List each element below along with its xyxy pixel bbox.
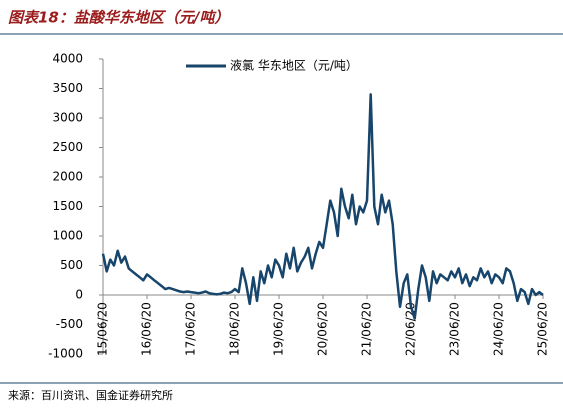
x-tick-label: 20/06/20: [316, 302, 330, 356]
y-tick-label: -500: [56, 317, 83, 331]
x-tick-label: 24/06/20: [492, 302, 506, 356]
x-tick-label: 18/06/20: [228, 302, 242, 356]
x-tick-label: 16/06/20: [140, 302, 154, 356]
x-tick-label: 15/06/20: [96, 302, 110, 356]
x-tick-label: 17/06/20: [184, 302, 198, 356]
x-tick-label: 23/06/20: [448, 302, 462, 356]
y-tick-label: 3500: [52, 81, 83, 95]
legend-label: 液氯 华东地区（元/吨）: [230, 58, 358, 73]
y-tick-label: 1500: [52, 199, 83, 213]
x-tick-label: 19/06/20: [272, 302, 286, 356]
y-tick-label: 2500: [52, 140, 83, 154]
y-tick-label: 1000: [52, 229, 83, 243]
source: 来源：百川资讯、国金证券研究所: [8, 388, 173, 402]
series-line: [101, 93, 544, 320]
y-tick-label: 3000: [52, 111, 83, 125]
y-tick-label: -1000: [48, 347, 83, 361]
x-tick-label: 25/06/20: [536, 302, 550, 356]
y-tick-label: 2000: [52, 170, 83, 184]
y-tick-label: 0: [75, 288, 83, 302]
y-tick-label: 4000: [52, 52, 83, 66]
y-tick-label: 500: [60, 258, 83, 272]
x-tick-label: 21/06/20: [360, 302, 374, 356]
chart-title: 图表18：盐酸华东地区（元/吨）: [8, 9, 229, 27]
